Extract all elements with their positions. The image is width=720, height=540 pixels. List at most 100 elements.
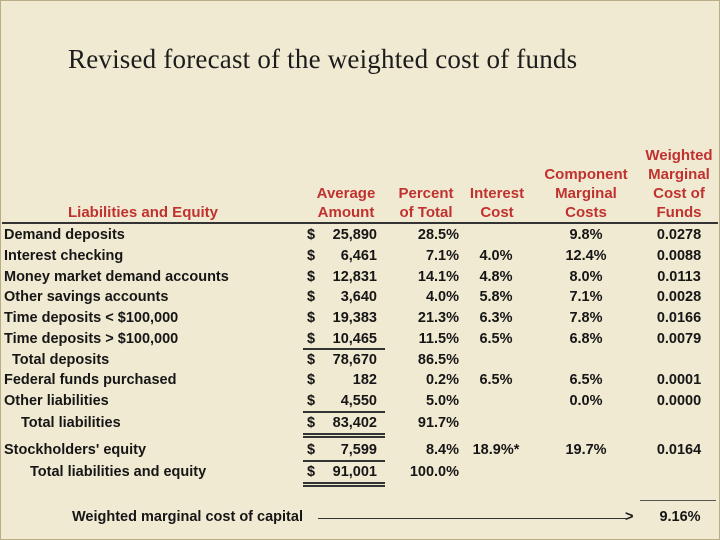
weighted-marginal-cost: 0.0088	[656, 248, 702, 264]
percent-of-total: 7.1%	[425, 248, 459, 264]
interest-cost: 6.5%	[479, 331, 513, 347]
interest-cost: 4.0%	[479, 248, 513, 264]
percent-of-total: 8.4%	[425, 442, 459, 458]
row-label: Other savings accounts	[4, 289, 169, 305]
header-weighted-marginal-line4: Funds	[656, 204, 702, 221]
header-interest-cost: Interest Cost	[462, 184, 532, 222]
weighted-marginal-cost: 0.0166	[656, 310, 702, 326]
dollar-sign: $	[307, 393, 316, 409]
dollar-sign: $	[307, 415, 316, 431]
interest-cost: 6.3%	[479, 310, 513, 326]
average-amount: 12,831	[332, 269, 377, 285]
dollar-sign: $	[307, 464, 316, 480]
header-component-marginal-line3: Costs	[565, 204, 607, 221]
header-weighted-marginal-line3: Cost of	[653, 185, 705, 202]
dollar-sign: $	[307, 310, 316, 326]
double-rule-liabilities-1	[303, 433, 385, 435]
component-marginal-cost: 0.0%	[569, 393, 603, 409]
dollar-sign: $	[307, 248, 316, 264]
average-amount: 7,599	[340, 442, 377, 458]
row-label: Demand deposits	[4, 227, 125, 243]
dollar-sign: $	[307, 269, 316, 285]
header-rule	[2, 222, 718, 224]
wmc-arrow: >	[625, 509, 634, 525]
header-weighted-marginal: Weighted Marginal Cost of Funds	[638, 146, 720, 222]
component-marginal-cost: 19.7%	[565, 442, 607, 458]
dollar-sign: $	[307, 331, 316, 347]
row-label: Time deposits < $100,000	[4, 310, 179, 326]
weighted-marginal-cost: 0.0000	[656, 393, 702, 409]
average-amount: 19,383	[332, 310, 377, 326]
row-label: Total liabilities and equity	[30, 464, 207, 480]
wmc-capital-label: Weighted marginal cost of capital	[72, 509, 303, 525]
average-amount: 83,402	[332, 415, 377, 431]
interest-cost: 6.5%	[479, 372, 513, 388]
header-weighted-marginal-line1: Weighted	[645, 147, 713, 164]
dollar-sign: $	[307, 442, 316, 458]
percent-of-total: 5.0%	[425, 393, 459, 409]
weighted-marginal-cost: 0.0113	[657, 269, 701, 285]
double-rule-total-2	[303, 485, 385, 487]
weighted-marginal-cost: 0.0079	[656, 331, 702, 347]
header-average-amount-line1: Average	[316, 185, 376, 202]
header-liabilities: Liabilities and Equity	[68, 204, 219, 221]
percent-of-total: 86.5%	[417, 352, 459, 368]
header-interest-cost-line2: Cost	[480, 204, 514, 221]
header-component-marginal-line2: Marginal	[555, 185, 617, 202]
percent-of-total: 4.0%	[425, 289, 459, 305]
header-component-marginal: Component Marginal Costs	[536, 165, 636, 222]
double-rule-total-1	[303, 482, 385, 484]
interest-cost: 18.9%*	[472, 442, 520, 458]
row-label: Time deposits > $100,000	[4, 331, 179, 347]
percent-of-total: 21.3%	[417, 310, 459, 326]
wmc-leader-line	[318, 518, 626, 519]
header-weighted-marginal-line2: Marginal	[648, 166, 710, 183]
interest-cost: 4.8%	[479, 269, 513, 285]
component-marginal-cost: 12.4%	[565, 248, 607, 264]
header-average-amount: Average Amount	[306, 184, 386, 222]
page-title: Revised forecast of the weighted cost of…	[68, 44, 578, 74]
component-marginal-cost: 9.8%	[569, 227, 603, 243]
component-marginal-cost: 7.1%	[569, 289, 603, 305]
row-label: Federal funds purchased	[4, 372, 177, 388]
average-amount: 91,001	[332, 464, 377, 480]
subtotal-rule-liabilities	[303, 411, 385, 413]
header-percent-total-line1: Percent	[398, 185, 454, 202]
row-label: Money market demand accounts	[4, 269, 229, 285]
weighted-marginal-cost: 0.0278	[656, 227, 702, 243]
percent-of-total: 91.7%	[417, 415, 459, 431]
row-label: Other liabilities	[4, 393, 109, 409]
row-label: Total liabilities	[21, 415, 121, 431]
dollar-sign: $	[307, 372, 316, 388]
average-amount: 10,465	[332, 331, 377, 347]
average-amount: 4,550	[340, 393, 377, 409]
average-amount: 25,890	[332, 227, 377, 243]
average-amount: 3,640	[340, 289, 377, 305]
average-amount: 182	[352, 372, 377, 388]
wmc-total-rule	[640, 500, 716, 501]
component-marginal-cost: 7.8%	[569, 310, 603, 326]
header-percent-total-line2: of Total	[399, 204, 453, 221]
subtotal-rule-equity	[303, 460, 385, 462]
header-percent-total: Percent of Total	[390, 184, 462, 222]
subtotal-rule-deposits	[303, 348, 385, 350]
header-interest-cost-line1: Interest	[469, 185, 525, 202]
component-marginal-cost: 6.8%	[569, 331, 603, 347]
average-amount: 6,461	[340, 248, 377, 264]
weighted-marginal-cost: 0.0028	[656, 289, 702, 305]
dollar-sign: $	[307, 227, 316, 243]
component-marginal-cost: 6.5%	[569, 372, 603, 388]
average-amount: 78,670	[332, 352, 377, 368]
row-label: Interest checking	[4, 248, 124, 264]
percent-of-total: 11.5%	[418, 331, 459, 347]
percent-of-total: 28.5%	[417, 227, 459, 243]
row-label: Total deposits	[12, 352, 110, 368]
header-component-marginal-line1: Component	[544, 166, 628, 183]
header-average-amount-line2: Amount	[317, 204, 375, 221]
dollar-sign: $	[307, 289, 316, 305]
row-label: Stockholders' equity	[4, 442, 147, 458]
interest-cost: 5.8%	[479, 289, 513, 305]
percent-of-total: 0.2%	[425, 372, 459, 388]
wmc-capital-value: 9.16%	[659, 509, 701, 525]
dollar-sign: $	[307, 352, 316, 368]
